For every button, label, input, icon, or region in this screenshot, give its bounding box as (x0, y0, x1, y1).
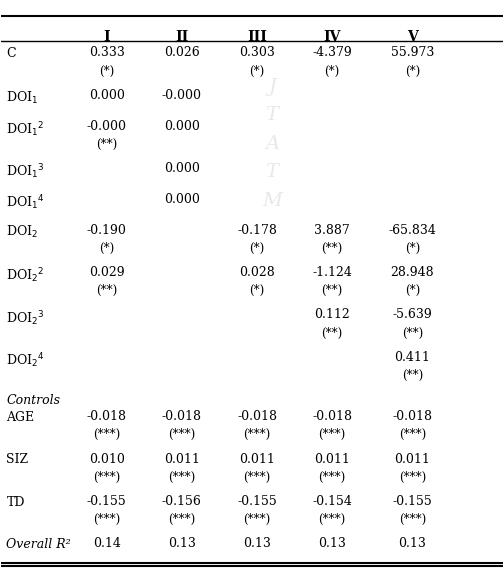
Text: (**): (**) (322, 327, 343, 340)
Text: 55.973: 55.973 (391, 46, 434, 60)
Text: (***): (***) (168, 428, 196, 441)
Text: (***): (***) (319, 428, 346, 441)
Text: 3.887: 3.887 (314, 223, 350, 237)
Text: (***): (***) (168, 513, 196, 526)
Text: -0.018: -0.018 (237, 410, 277, 423)
Text: 0.411: 0.411 (395, 351, 430, 364)
Text: T: T (266, 107, 279, 124)
Text: -0.156: -0.156 (162, 495, 202, 508)
Text: -0.018: -0.018 (162, 410, 202, 423)
Text: (**): (**) (96, 284, 117, 297)
Text: I: I (103, 30, 110, 44)
Text: 0.011: 0.011 (239, 453, 275, 465)
Text: 0.13: 0.13 (399, 537, 426, 551)
Text: -0.018: -0.018 (312, 410, 352, 423)
Text: A: A (265, 135, 279, 153)
Text: -5.639: -5.639 (393, 308, 432, 321)
Text: -0.154: -0.154 (312, 495, 352, 508)
Text: 0.026: 0.026 (164, 46, 200, 60)
Text: -65.834: -65.834 (389, 223, 436, 237)
Text: 0.112: 0.112 (314, 308, 350, 321)
Text: -0.018: -0.018 (393, 410, 432, 423)
Text: 0.303: 0.303 (239, 46, 275, 60)
Text: IV: IV (324, 30, 341, 44)
Text: (***): (***) (93, 513, 120, 526)
Text: (***): (***) (399, 471, 426, 484)
Text: 0.000: 0.000 (164, 162, 200, 175)
Text: 0.011: 0.011 (164, 453, 200, 465)
Text: (*): (*) (99, 65, 114, 78)
Text: (*): (*) (99, 242, 114, 255)
Text: (***): (***) (93, 428, 120, 441)
Text: -1.124: -1.124 (312, 266, 352, 279)
Text: TD: TD (7, 496, 25, 509)
Text: -0.000: -0.000 (162, 89, 202, 102)
Text: 0.011: 0.011 (395, 453, 430, 465)
Text: DOI$_2$$^3$: DOI$_2$$^3$ (7, 309, 45, 328)
Text: (***): (***) (399, 513, 426, 526)
Text: (*): (*) (405, 242, 420, 255)
Text: M: M (262, 192, 282, 210)
Text: Overall R²: Overall R² (7, 538, 71, 551)
Text: DOI$_1$$^4$: DOI$_1$$^4$ (7, 193, 45, 212)
Text: 0.000: 0.000 (89, 89, 124, 102)
Text: (**): (**) (402, 327, 423, 340)
Text: 0.13: 0.13 (318, 537, 346, 551)
Text: -0.190: -0.190 (87, 223, 127, 237)
Text: (*): (*) (249, 242, 265, 255)
Text: -0.178: -0.178 (237, 223, 277, 237)
Text: -0.000: -0.000 (87, 120, 127, 132)
Text: 0.000: 0.000 (164, 120, 200, 132)
Text: (*): (*) (405, 65, 420, 78)
Text: (**): (**) (322, 284, 343, 297)
Text: 28.948: 28.948 (391, 266, 434, 279)
Text: (**): (**) (402, 369, 423, 382)
Text: (**): (**) (96, 138, 117, 151)
Text: -0.018: -0.018 (87, 410, 127, 423)
Text: 0.13: 0.13 (243, 537, 271, 551)
Text: III: III (247, 30, 267, 44)
Text: (*): (*) (405, 284, 420, 297)
Text: (***): (***) (243, 471, 271, 484)
Text: 0.029: 0.029 (89, 266, 124, 279)
Text: (***): (***) (168, 471, 196, 484)
Text: (***): (***) (319, 513, 346, 526)
Text: 0.14: 0.14 (93, 537, 120, 551)
Text: II: II (175, 30, 188, 44)
Text: 0.028: 0.028 (239, 266, 275, 279)
Text: DOI$_2$: DOI$_2$ (7, 224, 38, 240)
Text: DOI$_1$$^3$: DOI$_1$$^3$ (7, 163, 45, 182)
Text: (***): (***) (243, 513, 271, 526)
Text: SIZ: SIZ (7, 453, 29, 466)
Text: (***): (***) (243, 428, 271, 441)
Text: V: V (407, 30, 418, 44)
Text: (*): (*) (325, 65, 340, 78)
Text: 0.333: 0.333 (89, 46, 124, 60)
Text: 0.13: 0.13 (168, 537, 196, 551)
Text: -4.379: -4.379 (312, 46, 352, 60)
Text: Controls: Controls (7, 394, 60, 407)
Text: -0.155: -0.155 (393, 495, 432, 508)
Text: AGE: AGE (7, 411, 35, 423)
Text: C: C (7, 47, 16, 60)
Text: -0.155: -0.155 (237, 495, 277, 508)
Text: DOI$_2$$^2$: DOI$_2$$^2$ (7, 266, 44, 285)
Text: 0.000: 0.000 (164, 193, 200, 206)
Text: -0.155: -0.155 (87, 495, 127, 508)
Text: 0.011: 0.011 (314, 453, 350, 465)
Text: (*): (*) (249, 65, 265, 78)
Text: J: J (268, 78, 276, 96)
Text: DOI$_1$: DOI$_1$ (7, 89, 38, 105)
Text: (***): (***) (93, 471, 120, 484)
Text: (***): (***) (319, 471, 346, 484)
Text: (*): (*) (249, 284, 265, 297)
Text: DOI$_2$$^4$: DOI$_2$$^4$ (7, 352, 45, 370)
Text: (**): (**) (322, 242, 343, 255)
Text: T: T (266, 163, 279, 182)
Text: DOI$_1$$^2$: DOI$_1$$^2$ (7, 120, 44, 139)
Text: (***): (***) (399, 428, 426, 441)
Text: 0.010: 0.010 (89, 453, 124, 465)
